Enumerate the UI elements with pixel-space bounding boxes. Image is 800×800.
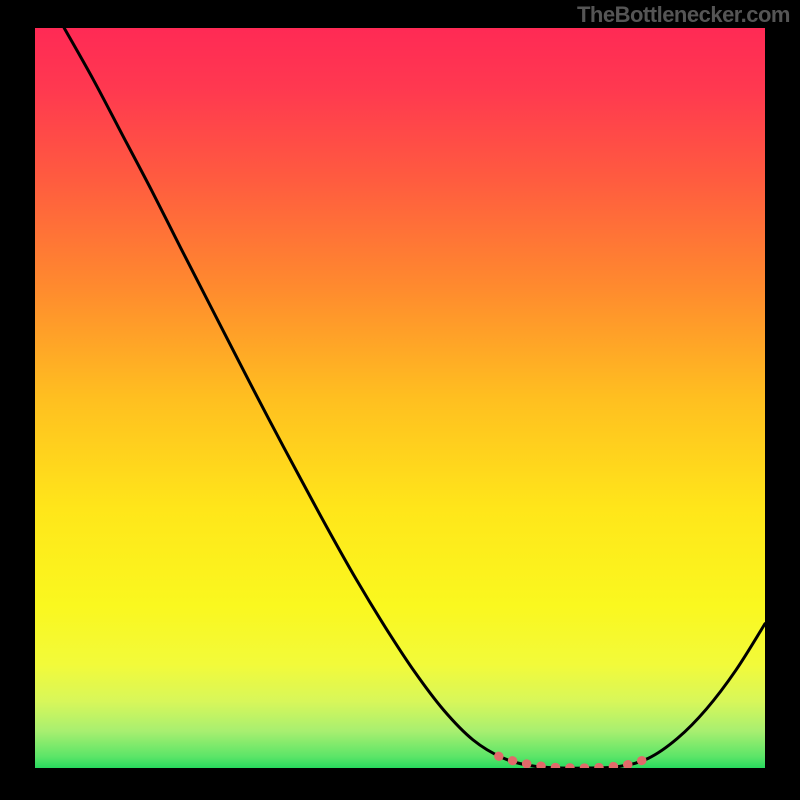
chart-container: TheBottlenecker.com bbox=[0, 0, 800, 800]
bottleneck-curve bbox=[64, 28, 765, 768]
curve-layer bbox=[35, 28, 765, 768]
watermark-text: TheBottlenecker.com bbox=[577, 2, 790, 28]
plot-area bbox=[35, 28, 765, 768]
